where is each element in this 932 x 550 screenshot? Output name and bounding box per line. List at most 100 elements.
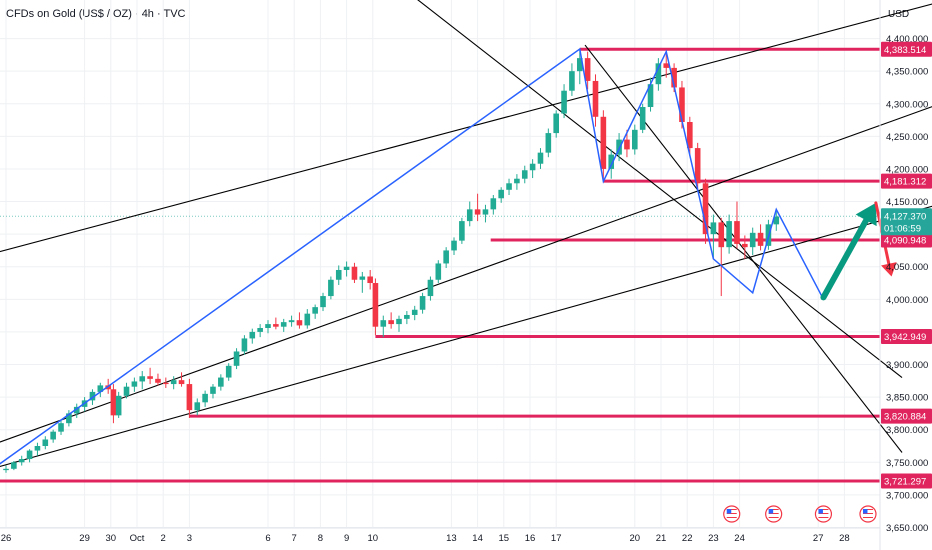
candle-body <box>396 318 402 325</box>
price-levels-layer <box>0 47 880 483</box>
price-level-tag-label: 3,721.297 <box>884 477 926 488</box>
candle-body <box>459 221 465 241</box>
projected-path[interactable] <box>0 47 825 469</box>
candle-body <box>632 129 638 150</box>
candle-body <box>411 309 418 315</box>
candle-body <box>561 90 567 114</box>
us-flag-icon-canton <box>818 509 823 514</box>
us-flag-icon-stripe <box>818 513 829 514</box>
candle-body <box>435 263 442 280</box>
x-tick-label: Oct <box>130 533 145 544</box>
candle-body <box>210 386 216 394</box>
candle-body <box>312 307 318 314</box>
us-flag-icon-stripe <box>726 515 737 516</box>
x-tick-label: 16 <box>525 533 536 544</box>
us-flag-icon-canton <box>726 509 732 514</box>
trend-line[interactable] <box>0 100 932 449</box>
us-flag-icon[interactable] <box>765 505 783 523</box>
trend-line[interactable] <box>0 0 932 257</box>
candle-body <box>537 152 544 164</box>
currency-label[interactable]: USD <box>888 9 910 20</box>
candle-body <box>147 376 153 379</box>
x-tick-label: 28 <box>839 533 850 544</box>
price-tags-layer: 4,383.514 4,181.312 4,090.948 3,942.949 3,82… <box>881 41 932 489</box>
candle-body <box>42 439 49 446</box>
us-flag-icon-stripe <box>768 511 779 512</box>
candle-body <box>320 296 326 308</box>
forecast-arrow-down-head[interactable] <box>881 262 897 277</box>
candle-body <box>694 148 701 184</box>
candle-body <box>726 221 732 248</box>
x-tick-label: 7 <box>292 533 297 544</box>
candle-body <box>123 386 130 396</box>
current-price-countdown: 01:06:59 <box>884 223 921 234</box>
candle-body <box>218 377 224 387</box>
candle-body <box>576 58 583 72</box>
forecast-arrow-up-shaft[interactable] <box>820 217 870 301</box>
candle-body <box>639 107 646 130</box>
price-level-tag-label: 3,942.949 <box>884 332 926 343</box>
us-flag-icon-stripe <box>726 509 737 510</box>
price-level-tag-label: 4,181.312 <box>884 177 926 188</box>
candle-body <box>202 393 208 403</box>
candle-body <box>702 183 709 235</box>
current-price-value: 4,127.370 <box>884 211 926 222</box>
y-tick-label: 3,900.000 <box>886 360 928 371</box>
trend-line[interactable] <box>584 44 903 453</box>
us-flag-icon-stripe <box>818 509 829 510</box>
trend-line[interactable] <box>0 202 932 473</box>
forecast-arrow-up-head[interactable] <box>855 202 877 227</box>
candle-body <box>367 276 373 284</box>
trend-line[interactable] <box>417 0 903 378</box>
candle-body <box>178 380 185 385</box>
candle-body <box>608 154 615 169</box>
candle-body <box>110 389 117 416</box>
x-tick-label: 20 <box>630 533 641 544</box>
x-tick-label: 9 <box>344 533 349 544</box>
candle-body <box>388 320 394 325</box>
candle-body <box>288 320 295 323</box>
x-tick-label: 29 <box>79 533 90 544</box>
candle-body <box>11 462 17 469</box>
candle-body <box>521 170 528 179</box>
candle-body <box>624 139 630 150</box>
candle-body <box>679 87 685 123</box>
price-level-tag <box>881 173 932 189</box>
x-tick-label: 6 <box>265 533 270 544</box>
price-level-tag-label: 3,820.884 <box>884 412 926 423</box>
us-flag-icon[interactable] <box>723 505 741 523</box>
us-flag-icon-stripe <box>818 511 829 512</box>
candle-body <box>296 320 303 326</box>
y-tick-label: 4,250.000 <box>886 132 928 143</box>
candle-body <box>105 385 111 390</box>
us-flag-icon-stripe <box>862 517 873 518</box>
x-tick-label: 27 <box>813 533 824 544</box>
candle-body <box>155 378 161 383</box>
us-flag-icon[interactable] <box>859 505 877 523</box>
candle-body <box>718 222 725 248</box>
candle-body <box>482 209 489 215</box>
price-level-tag-label: 4,090.948 <box>884 236 926 247</box>
candle-body <box>131 381 138 387</box>
candle-body <box>170 380 177 385</box>
us-flag-icon[interactable] <box>814 505 833 523</box>
grid-layer <box>0 0 880 528</box>
candle-body <box>443 250 449 264</box>
x-tick-label: 15 <box>499 533 510 544</box>
us-flag-icon-stripe <box>726 517 737 518</box>
price-level-tag-label: 4,383.514 <box>884 45 926 56</box>
x-tick-label: 22 <box>682 533 693 544</box>
candle-body <box>26 450 33 460</box>
us-flag-icon-stripe <box>726 511 737 512</box>
candle-body <box>18 459 25 463</box>
candle-body <box>372 283 379 327</box>
candle-body <box>73 406 80 414</box>
candle-body <box>616 139 622 155</box>
candle-body <box>687 122 693 149</box>
candle-body <box>569 71 575 91</box>
candle-body <box>97 385 104 392</box>
candle-body <box>734 221 740 244</box>
y-tick-label: 3,700.000 <box>886 490 928 501</box>
event-markers-layer <box>723 505 877 523</box>
